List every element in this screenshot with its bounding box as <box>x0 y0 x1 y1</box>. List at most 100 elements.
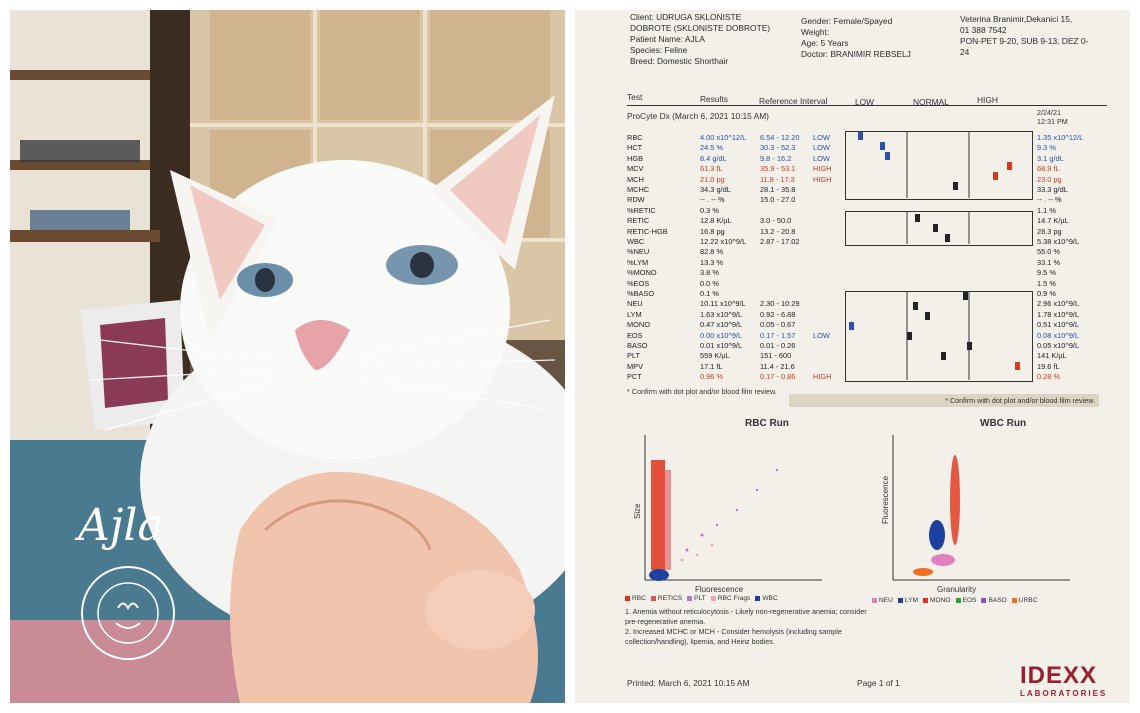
weight: Weight: <box>801 27 830 37</box>
result-row: %EOS 0.0 % 1.5 % <box>575 278 1130 289</box>
previous-value: 23.0 pg <box>1037 174 1062 184</box>
previous-value: 141 K/µL <box>1037 351 1067 361</box>
previous-value: 55.0 % <box>1037 247 1061 257</box>
legend-swatch <box>981 597 987 603</box>
shelter-seal-logo <box>81 566 175 660</box>
result-row: MPV 17.1 fL 11.4 - 21.6 19.6 fL <box>575 361 1130 372</box>
range-marker <box>880 142 885 150</box>
note-1: 1. Anemia without reticulocytosis - Like… <box>625 607 867 616</box>
legend-label: RBC <box>632 595 646 602</box>
reference-range: 2.87 - 17.02 <box>760 237 800 246</box>
result-value: 12.8 K/µL <box>700 216 732 226</box>
previous-value: 0.51 x10^9/L <box>1037 320 1080 330</box>
reference-range: 15.0 - 27.0 <box>760 195 796 205</box>
range-marker <box>858 132 863 140</box>
test-name: HCT <box>627 143 643 153</box>
legend-label: PLT <box>694 595 706 602</box>
result-row: RETIC 12.8 K/µL 3.0 - 50.0 14.7 K/µL <box>575 215 1130 226</box>
reference-range: 30.3 - 52.3 <box>760 143 796 153</box>
range-marker <box>915 214 920 222</box>
result-value: 16.8 pg <box>700 226 725 236</box>
col-normal: NORMAL <box>913 97 949 107</box>
result-value: 12.22 x10^9/L <box>700 237 747 246</box>
previous-value: 0.28 % <box>1037 372 1061 382</box>
previous-value: 33.3 g/dL <box>1037 185 1068 194</box>
cat-photo-illustration <box>10 10 565 703</box>
wbc-legend: NEU LYM MONO EOS BASO URBC <box>867 597 1037 604</box>
result-flag: HIGH <box>813 372 832 382</box>
result-value: 0.3 % <box>700 205 719 215</box>
result-row: EOS 0.00 x10^9/L 0.17 - 1.57 LOW 0.08 x10^9/… <box>575 330 1130 341</box>
legend-swatch <box>897 597 903 603</box>
reference-range: 6.54 - 12.20 <box>760 133 800 142</box>
result-row: LYM 1.63 x10^9/L 0.92 - 6.88 1.78 x10^9/L <box>575 309 1130 320</box>
test-name: %EOS <box>627 278 650 288</box>
idexx-logo: IDEXX <box>1020 662 1098 689</box>
range-marker <box>953 182 958 190</box>
previous-value: 1.5 % <box>1037 278 1056 288</box>
legend-label: URBC <box>1018 597 1038 604</box>
previous-value: 0.9 % <box>1037 289 1056 298</box>
test-name: RBC <box>627 133 643 142</box>
result-flag: HIGH <box>813 174 832 184</box>
result-flag: LOW <box>813 330 830 340</box>
test-name: %BASO <box>627 289 655 298</box>
col-reference: Reference Interval <box>759 96 828 106</box>
confirm-note-right: * Confirm with dot plot and/or blood fil… <box>789 394 1099 407</box>
result-value: 13.3 % <box>700 257 724 267</box>
col-low: LOW <box>855 97 875 107</box>
patient-info: Client: UDRUGA SKLONISTE DOBROTE (SKLONI… <box>630 12 770 67</box>
patient-details: Gender: Female/Spayed Weight: Age: 5 Yea… <box>801 16 911 60</box>
previous-value: 2.96 x10^9/L <box>1037 299 1080 309</box>
note-1b: pre-regenerative anemia. <box>625 617 706 626</box>
range-marker <box>1007 162 1012 170</box>
result-row: RDW -- . -- % 15.0 - 27.0 -- . -- % <box>575 194 1130 205</box>
result-row: %BASO 0.1 % 0.9 % <box>575 288 1130 299</box>
reference-range: 11.8 - 17.3 <box>760 174 795 184</box>
result-row: %LYM 13.3 % 33.1 % <box>575 257 1130 268</box>
test-name: RETIC <box>627 216 650 226</box>
previous-value: 9.3 % <box>1037 143 1056 153</box>
result-value: 3.8 % <box>700 268 719 278</box>
idexx-logo-sub: LABORATORIES <box>1020 689 1108 698</box>
age: Age: 5 Years <box>801 38 849 48</box>
reference-range: 11.4 - 21.6 <box>760 361 795 371</box>
breed: Breed: Domestic Shorthair <box>630 56 729 66</box>
col-high: HIGH <box>977 95 998 105</box>
range-marker <box>941 352 946 360</box>
result-value: 0.1 % <box>700 289 719 298</box>
range-marker <box>993 172 998 180</box>
result-value: 4.00 x10^12/L <box>700 133 747 142</box>
result-row: NEU 10.11 x10^9/L 2.30 - 10.29 2.96 x10^9/L <box>575 298 1130 309</box>
reference-range: 13.2 - 20.8 <box>760 226 796 236</box>
legend-label: EOS <box>962 597 977 604</box>
result-value: 0.0 % <box>700 278 719 288</box>
reference-range: 151 - 600 <box>760 351 792 361</box>
printed-date: Printed: March 6, 2021 10:15 AM <box>627 678 750 688</box>
legend-swatch <box>625 595 630 601</box>
client-line-2: DOBROTE (SKLONISTE DOBROTE) <box>630 23 771 33</box>
result-row: BASO 0.01 x10^9/L 0.01 - 0.26 0.05 x10^9/L <box>575 340 1130 351</box>
previous-value: 28.3 pg <box>1037 226 1062 236</box>
test-name: BASO <box>627 341 648 350</box>
result-value: 0.01 x10^9/L <box>700 341 743 350</box>
result-row: RBC 4.00 x10^12/L 6.54 - 12.20 LOW 1.35 x10^… <box>575 132 1130 143</box>
result-flag: HIGH <box>813 164 832 174</box>
test-name: RDW <box>627 195 645 205</box>
test-name: NEU <box>627 299 643 309</box>
result-value: 82.8 % <box>700 247 724 257</box>
range-marker <box>1015 362 1020 370</box>
reference-range: 2.30 - 10.29 <box>760 299 800 309</box>
confirm-note-left: * Confirm with dot plot and/or blood fil… <box>627 387 777 396</box>
page-number: Page 1 of 1 <box>857 678 900 688</box>
result-row: PCT 0.96 % 0.17 - 0.86 HIGH 0.28 % <box>575 371 1130 382</box>
result-row: WBC 12.22 x10^9/L 2.87 - 17.02 5.38 x10^9/L <box>575 236 1130 247</box>
reference-range: 0.17 - 1.57 <box>760 330 796 340</box>
doctor: Doctor: BRANIMIR REBSELJ <box>801 49 911 59</box>
test-name: MONO <box>627 320 650 330</box>
test-name: PCT <box>627 372 642 382</box>
legend-label: RBC Frags <box>717 595 751 602</box>
legend-swatch <box>755 595 761 601</box>
test-name: EOS <box>627 330 643 340</box>
note-2: 2. Increased MCHC or MCH - Consider hemo… <box>625 627 842 636</box>
